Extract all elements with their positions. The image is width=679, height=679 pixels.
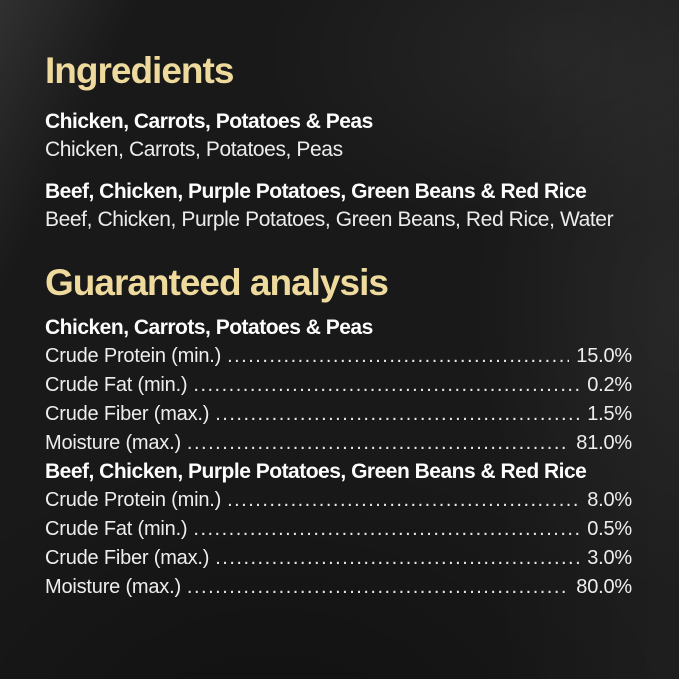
ingredients-title: Ingredients (45, 50, 234, 91)
ingredient-list: Beef, Chicken, Purple Potatoes, Green Be… (45, 208, 614, 231)
ingredients-group: Chicken, Carrots, Potatoes & Peas Chicke… (45, 108, 632, 164)
analysis-label: Crude Protein (min.) (45, 489, 222, 511)
label-panel: Ingredients Chicken, Carrots, Potatoes &… (0, 0, 679, 602)
dot-leader (193, 515, 580, 544)
analysis-row: Crude Fat (min.) 0.2% (45, 371, 632, 400)
analysis-value: 80.0% (576, 576, 632, 598)
analysis-label: Crude Protein (min.) (45, 345, 222, 367)
analysis-label: Crude Fat (min.) (45, 374, 188, 396)
guaranteed-analysis-title: Guaranteed analysis (45, 262, 389, 303)
analysis-row: Moisture (max.) 80.0% (45, 573, 632, 602)
recipe-name: Beef, Chicken, Purple Potatoes, Green Be… (45, 180, 587, 203)
ingredient-list: Chicken, Carrots, Potatoes, Peas (45, 138, 343, 161)
analysis-label: Crude Fiber (max.) (45, 547, 210, 569)
recipe-name: Chicken, Carrots, Potatoes & Peas (45, 110, 373, 133)
analysis-label: Crude Fiber (max.) (45, 403, 210, 425)
analysis-value: 8.0% (587, 489, 632, 511)
dot-leader (215, 544, 580, 573)
analysis-label: Crude Fat (min.) (45, 518, 188, 540)
analysis-block: Beef, Chicken, Purple Potatoes, Green Be… (45, 458, 632, 602)
ingredients-group: Beef, Chicken, Purple Potatoes, Green Be… (45, 178, 632, 234)
analysis-block: Chicken, Carrots, Potatoes & Peas Crude … (45, 314, 632, 458)
analysis-value: 15.0% (576, 345, 632, 367)
analysis-value: 0.5% (587, 518, 632, 540)
dot-leader (187, 429, 569, 458)
analysis-value: 3.0% (587, 547, 632, 569)
analysis-value: 81.0% (576, 432, 632, 454)
analysis-row: Crude Fiber (max.) 3.0% (45, 544, 632, 573)
analysis-label: Moisture (max.) (45, 432, 181, 454)
analysis-row: Crude Fiber (max.) 1.5% (45, 400, 632, 429)
analysis-row: Moisture (max.) 81.0% (45, 429, 632, 458)
analysis-value: 0.2% (587, 374, 632, 396)
analysis-row: Crude Fat (min.) 0.5% (45, 515, 632, 544)
dot-leader (187, 573, 569, 602)
analysis-row: Crude Protein (min.) 8.0% (45, 486, 632, 515)
analysis-value: 1.5% (587, 403, 632, 425)
analysis-row: Crude Protein (min.) 15.0% (45, 342, 632, 371)
dot-leader (227, 342, 569, 371)
analysis-label: Moisture (max.) (45, 576, 181, 598)
dot-leader (215, 400, 580, 429)
dot-leader (227, 486, 580, 515)
recipe-name: Beef, Chicken, Purple Potatoes, Green Be… (45, 460, 587, 483)
dot-leader (193, 371, 580, 400)
recipe-name: Chicken, Carrots, Potatoes & Peas (45, 316, 373, 339)
